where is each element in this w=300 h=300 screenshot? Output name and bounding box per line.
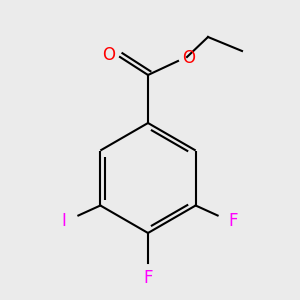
Text: O: O xyxy=(103,46,116,64)
Text: F: F xyxy=(228,212,237,230)
Text: O: O xyxy=(182,49,196,67)
Text: F: F xyxy=(143,269,153,287)
Text: I: I xyxy=(61,212,66,230)
